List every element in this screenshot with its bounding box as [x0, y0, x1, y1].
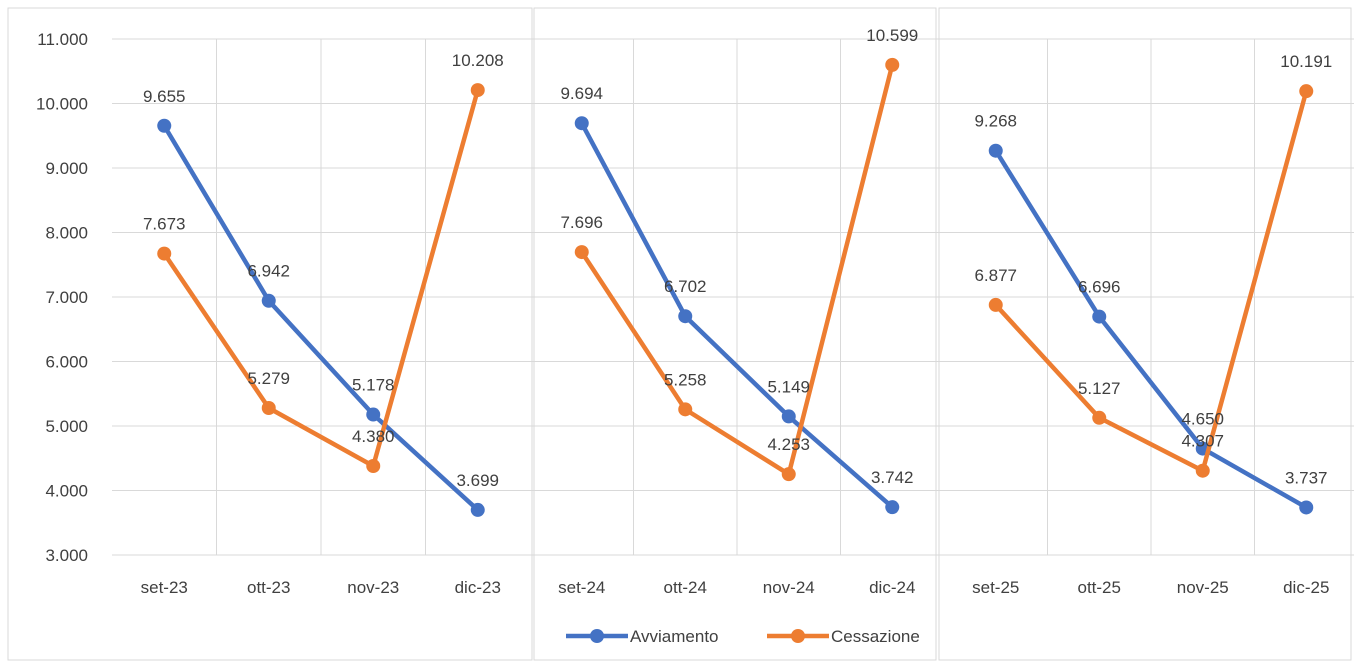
marker-avviamento	[988, 143, 1003, 158]
data-label: 4.650	[1181, 410, 1224, 429]
data-label: 5.127	[1078, 379, 1121, 398]
data-label: 4.380	[352, 427, 395, 446]
data-label: 9.655	[143, 87, 186, 106]
data-label: 9.694	[560, 84, 603, 103]
legend: Avviamento Cessazione	[566, 627, 920, 646]
y-tick-label: 11.000	[37, 30, 88, 49]
data-label: 9.268	[974, 112, 1017, 131]
y-tick-label: 3.000	[45, 546, 88, 565]
marker-avviamento	[157, 118, 172, 133]
data-labels: 9.655 6.942 5.178 3.699 7.673 5.279 4.380 10.20…	[143, 26, 1332, 490]
marker-avviamento	[261, 293, 276, 308]
marker-avviamento	[1092, 309, 1107, 324]
chart-frame-3	[938, 7, 1352, 661]
data-label: 7.673	[143, 215, 186, 234]
series-line-cessazione	[162, 87, 480, 469]
marker-cessazione	[988, 297, 1003, 312]
data-label: 6.942	[247, 262, 290, 281]
marker-cessazione	[261, 401, 276, 416]
y-tick-label: 7.000	[45, 288, 88, 307]
marker-cessazione	[366, 458, 381, 473]
y-tick-label: 9.000	[45, 159, 88, 178]
legend-marker-cessazione	[791, 629, 805, 643]
x-tick-label: nov-23	[347, 578, 399, 597]
marker-avviamento	[781, 409, 796, 424]
marker-cessazione	[574, 245, 589, 260]
data-label: 3.737	[1285, 468, 1328, 487]
y-tick-label: 6.000	[45, 353, 88, 372]
x-tick-label: ott-24	[664, 578, 707, 597]
series-lines	[157, 57, 1314, 517]
y-tick-label: 8.000	[45, 224, 88, 243]
x-tick-label: dic-25	[1283, 578, 1329, 597]
data-label: 5.178	[352, 376, 395, 395]
y-tick-label: 5.000	[45, 417, 88, 436]
data-label: 5.149	[767, 377, 810, 396]
x-tick-label: dic-23	[455, 578, 501, 597]
x-tick-label: set-23	[141, 578, 188, 597]
series-line-cessazione	[993, 88, 1309, 473]
panel-frames	[7, 7, 1352, 661]
x-tick-label: set-25	[972, 578, 1019, 597]
data-label: 10.191	[1280, 52, 1332, 71]
chart-frame-1	[7, 7, 533, 661]
data-label: 4.307	[1181, 432, 1224, 451]
data-label: 6.696	[1078, 278, 1121, 297]
marker-cessazione	[1092, 410, 1107, 425]
data-label: 10.599	[866, 26, 918, 45]
data-label: 5.279	[247, 369, 290, 388]
data-label: 6.702	[664, 277, 707, 296]
marker-avviamento	[1299, 500, 1314, 515]
x-tick-label: nov-25	[1177, 578, 1229, 597]
x-tick-label: dic-24	[869, 578, 915, 597]
x-tick-label: ott-23	[247, 578, 290, 597]
marker-cessazione	[678, 402, 693, 417]
gridlines	[112, 38, 1354, 556]
data-label: 4.253	[767, 435, 810, 454]
marker-cessazione	[470, 83, 485, 98]
x-tick-label: ott-25	[1078, 578, 1121, 597]
legend-marker-avviamento	[590, 629, 604, 643]
series-line-cessazione	[579, 62, 895, 477]
marker-cessazione	[1299, 84, 1314, 99]
legend-label: Cessazione	[831, 627, 920, 646]
marker-cessazione	[781, 467, 796, 482]
legend-label: Avviamento	[630, 627, 719, 646]
marker-avviamento	[574, 116, 589, 131]
marker-avviamento	[366, 407, 381, 422]
y-tick-label: 4.000	[45, 482, 88, 501]
series-line-avviamento	[993, 148, 1309, 510]
x-tick-label: nov-24	[763, 578, 815, 597]
marker-avviamento	[678, 309, 693, 324]
marker-cessazione	[157, 246, 172, 261]
x-tick-label: set-24	[558, 578, 605, 597]
marker-cessazione	[1195, 463, 1210, 478]
series-line-avviamento	[162, 123, 480, 513]
marker-avviamento	[885, 500, 900, 515]
x-axis: set-23 ott-23 nov-23 dic-23 set-24 ott-24 nov-…	[141, 578, 1330, 597]
series-line-avviamento	[579, 120, 895, 510]
data-label: 3.699	[456, 471, 499, 490]
y-tick-label: 10.000	[36, 95, 88, 114]
y-axis: 3.000 4.000 5.000 6.000 7.000 8.000 9.000 10.00…	[36, 30, 88, 565]
data-label: 7.696	[560, 213, 603, 232]
data-label: 3.742	[871, 468, 914, 487]
data-label: 10.208	[452, 51, 504, 70]
marker-cessazione	[885, 57, 900, 72]
chart-frame-2	[533, 7, 937, 661]
data-label: 5.258	[664, 370, 707, 389]
marker-avviamento	[470, 502, 485, 517]
data-label: 6.877	[974, 266, 1017, 285]
